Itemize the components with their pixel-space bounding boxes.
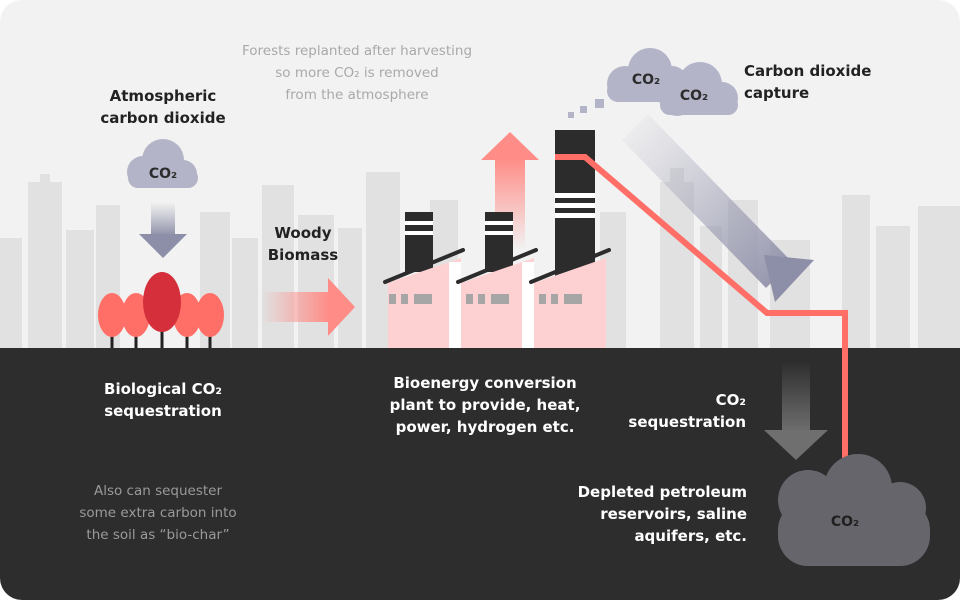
sequestration-arrow: [764, 362, 828, 460]
capture-cloud-left-label: CO₂: [632, 72, 660, 88]
woody-biomass-label: Woody Biomass: [267, 224, 339, 264]
capture-cloud-right-label: CO₂: [680, 88, 708, 104]
smoke: [568, 99, 604, 118]
captured-co2-clouds: [607, 48, 738, 116]
reservoirs-label: Depleted petroleum reservoirs, saline aq…: [577, 483, 747, 545]
bioenergy-label: Bioenergy conversion plant to provide, h…: [389, 374, 581, 436]
co2-pipeline: [555, 154, 848, 462]
forests-note: Forests replanted after harvesting so mo…: [241, 43, 473, 103]
biochar-note: Also can sequester some extra carbon int…: [79, 483, 237, 543]
atmospheric-label: Atmospheric carbon dioxide: [100, 87, 226, 127]
capture-transport-arrow: [622, 114, 814, 302]
capture-label: Carbon dioxide capture: [744, 62, 872, 102]
biological-sequestration-label: Biological CO₂ sequestration: [104, 380, 222, 420]
atmospheric-co2-cloud: CO₂: [127, 139, 198, 188]
atmospheric-cloud-label: CO₂: [149, 166, 177, 182]
underground-cloud-label: CO₂: [831, 514, 859, 530]
co2-absorption-arrow: [139, 202, 187, 258]
co2-sequestration-label: CO₂ sequestration: [628, 391, 746, 431]
trees: [98, 272, 224, 348]
biomass-arrow: [262, 278, 355, 336]
underground-co2-cloud: [778, 454, 930, 566]
